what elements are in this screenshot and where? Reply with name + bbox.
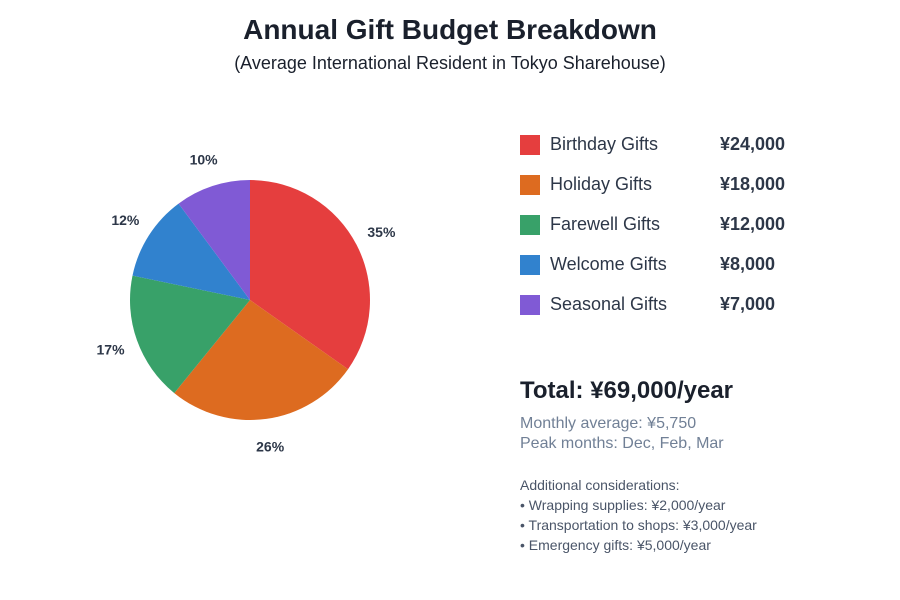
legend-value: ¥8,000: [720, 254, 776, 274]
pie-slice-birthday-gifts: [250, 180, 370, 370]
pie-slice-welcome-gifts: [132, 203, 250, 300]
pie-percent-label: 10%: [190, 151, 219, 167]
monthly-average: Monthly average: ¥5,750: [520, 415, 697, 432]
legend-item: Birthday Gifts ¥24,000: [520, 134, 820, 155]
pie-slice-seasonal-gifts: [178, 180, 250, 300]
chart-subtitle: (Average International Resident in Tokyo…: [234, 53, 666, 73]
total-text: Total: ¥69,000/year: [520, 377, 734, 404]
pie-slice-holiday-gifts: [174, 300, 349, 421]
legend-label: Welcome Gifts: [550, 254, 667, 274]
legend-value: ¥12,000: [720, 214, 786, 234]
pie-chart: 35% 26% 17% 12% 10%: [97, 151, 396, 455]
legend-label: Birthday Gifts: [550, 134, 659, 154]
legend-swatch: [520, 295, 540, 315]
note-item: • Emergency gifts: ¥5,000/year: [520, 537, 711, 553]
legend-value: ¥7,000: [720, 294, 776, 314]
pie-percent-label: 17%: [97, 342, 126, 358]
chart-title: Annual Gift Budget Breakdown: [243, 14, 657, 45]
pie-percent-label: 35%: [367, 224, 396, 240]
legend-item: Seasonal Gifts ¥7,000: [520, 294, 820, 315]
legend-item: Welcome Gifts ¥8,000: [520, 254, 820, 275]
note-item: • Transportation to shops: ¥3,000/year: [520, 517, 757, 533]
legend-swatch: [520, 175, 540, 195]
legend-swatch: [520, 215, 540, 235]
pie-percent-label: 12%: [111, 212, 140, 228]
legend-item: Farewell Gifts ¥12,000: [520, 214, 820, 235]
pie-slice-farewell-gifts: [129, 275, 250, 394]
legend-label: Seasonal Gifts: [550, 294, 668, 314]
peak-months: Peak months: Dec, Feb, Mar: [520, 435, 724, 452]
legend-item: Holiday Gifts ¥18,000: [520, 174, 820, 195]
legend-swatch: [520, 135, 540, 155]
legend-value: ¥18,000: [720, 174, 786, 194]
legend-label: Holiday Gifts: [550, 174, 653, 194]
pie-percent-label: 26%: [256, 439, 285, 455]
legend-label: Farewell Gifts: [550, 214, 661, 234]
notes-heading: Additional considerations:: [520, 477, 680, 493]
note-item: • Wrapping supplies: ¥2,000/year: [520, 497, 726, 513]
legend-swatch: [520, 255, 540, 275]
legend-value: ¥24,000: [720, 134, 786, 154]
